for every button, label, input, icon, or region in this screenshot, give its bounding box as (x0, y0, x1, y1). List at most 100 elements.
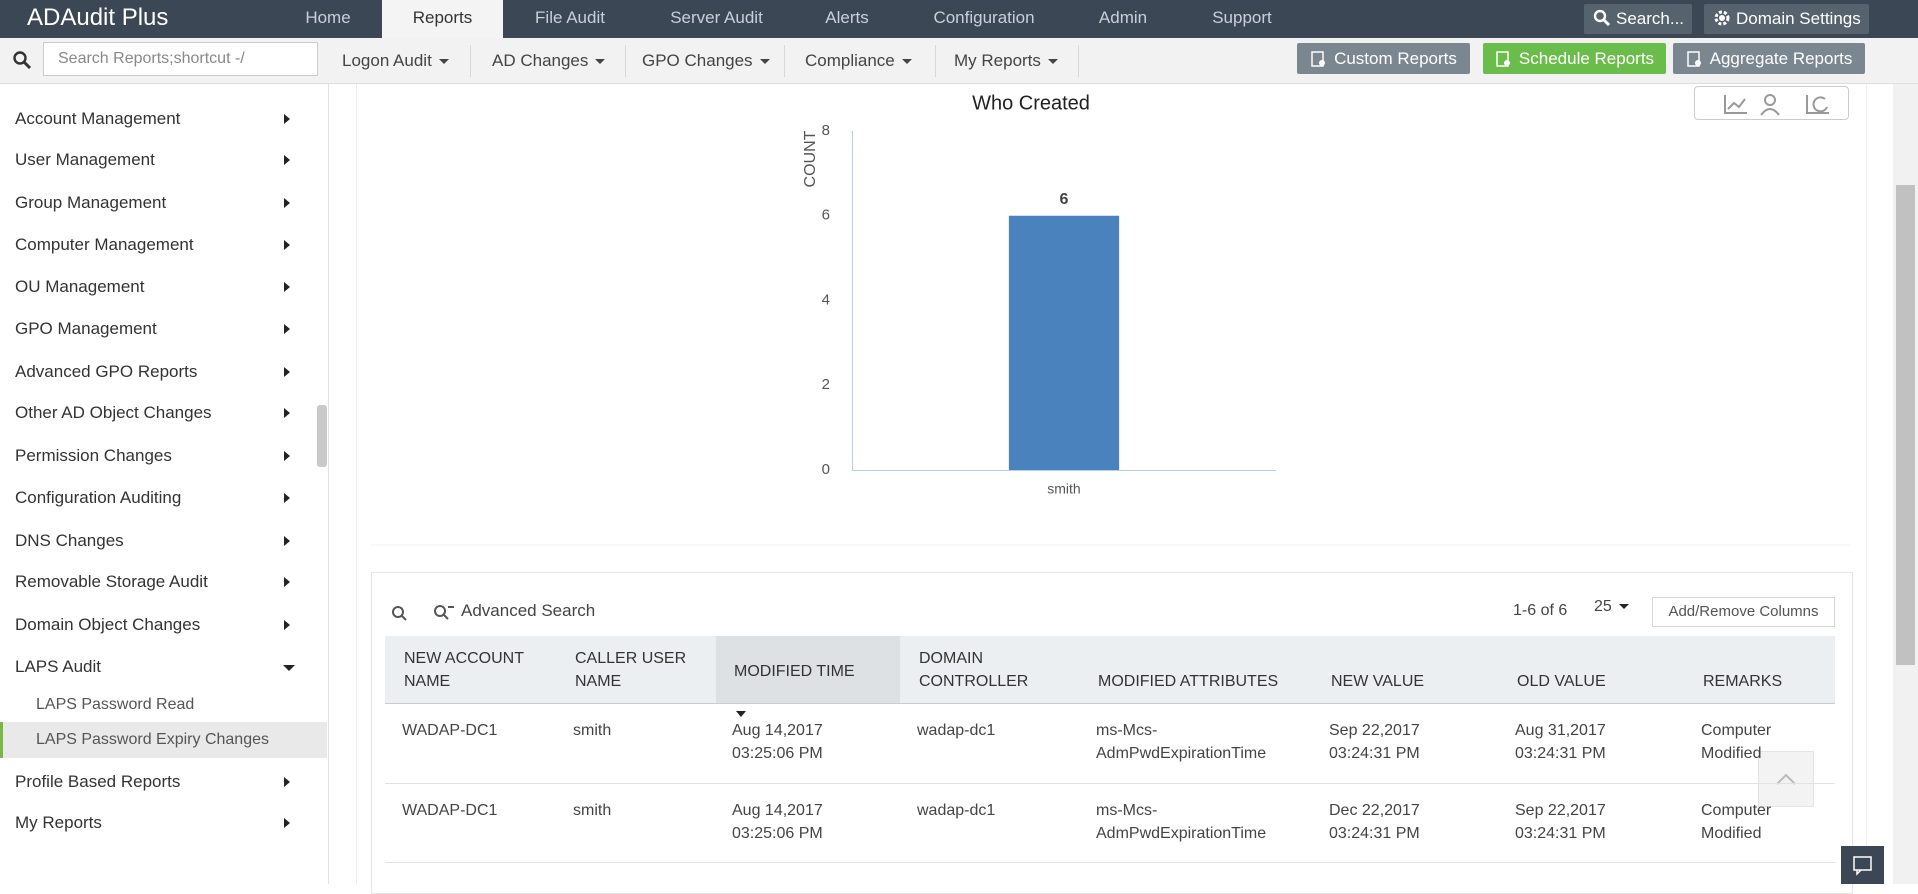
chart-tool-icons (1724, 94, 1829, 116)
scroll-thumb[interactable] (1896, 185, 1915, 665)
toolbar-button[interactable]: Custom Reports (1297, 43, 1470, 74)
search-button[interactable]: Search... (1584, 4, 1692, 34)
sidebar-subitem[interactable]: LAPS Password Read (36, 696, 195, 713)
y-tick-label: 2 (822, 376, 830, 393)
sidebar-label: My Reports (15, 813, 102, 832)
column-header[interactable]: NEW ACCOUNT NAME (404, 650, 524, 690)
column-header[interactable]: MODIFIED ATTRIBUTES (1098, 673, 1279, 690)
button-label: Custom Reports (1334, 49, 1457, 68)
button-icon (1496, 51, 1510, 67)
expand-arrow (284, 198, 290, 208)
sidebar-label: LAPS Audit (15, 657, 102, 676)
page-size[interactable]: 25 (1594, 598, 1629, 616)
menu[interactable]: AD Changes (492, 47, 606, 75)
sidebar-subitem[interactable]: LAPS Password Expiry Changes (0, 722, 327, 758)
sort-arrow (736, 711, 746, 717)
menu[interactable]: My Reports (954, 47, 1058, 75)
expand-arrow (284, 282, 290, 292)
column-header[interactable]: NEW VALUE (1331, 673, 1425, 690)
sidebar-label: Permission Changes (15, 446, 172, 465)
column-header[interactable]: DOMAIN CONTROLLER (919, 650, 1029, 690)
sidebar-item[interactable]: Computer Management (15, 225, 315, 265)
chat-icon (1853, 856, 1872, 876)
sidebar-label: Profile Based Reports (15, 772, 181, 791)
nav-tab[interactable]: Admin (1098, 8, 1148, 27)
nav-tab[interactable]: Configuration (933, 8, 1035, 27)
sidebar-item[interactable]: Configuration Auditing (15, 478, 315, 518)
table-cell: Computer Modified (1701, 802, 1772, 842)
sidebar-handle[interactable] (317, 405, 327, 467)
table-cell: wadap-dc1 (917, 802, 996, 819)
sidebar-label: Advanced GPO Reports (15, 362, 198, 381)
scroll-top-button[interactable] (1758, 751, 1814, 807)
y-tick-label: 6 (822, 207, 830, 224)
expand-arrow (284, 818, 290, 828)
column-header[interactable]: REMARKS (1703, 673, 1783, 690)
y-axis-label: COUNT (802, 130, 819, 187)
expand-arrow (284, 155, 290, 165)
expand-arrow (284, 777, 290, 787)
toolbar-button[interactable]: Aggregate Reports (1673, 43, 1865, 74)
chat-button[interactable] (1841, 846, 1884, 884)
nav-tab[interactable]: Home (305, 8, 351, 27)
sidebar-label: Removable Storage Audit (15, 572, 208, 591)
nav-tab[interactable]: Alerts (825, 8, 869, 27)
domain-settings[interactable]: Domain Settings (1704, 4, 1869, 34)
data-label: 6 (1060, 191, 1069, 208)
sidebar-item[interactable]: LAPS Audit (15, 647, 315, 687)
sidebar-item[interactable]: User Management (15, 140, 315, 180)
sidebar-item[interactable]: GPO Management (15, 309, 315, 349)
menu-label: My Reports (954, 51, 1041, 70)
sidebar-item[interactable]: My Reports (15, 803, 315, 843)
nav-tab[interactable]: File Audit (535, 8, 605, 27)
expand-arrow (284, 493, 290, 503)
column-header[interactable]: OLD VALUE (1517, 673, 1606, 690)
gear-icon (1714, 10, 1730, 26)
columns-button[interactable]: Add/Remove Columns (1652, 597, 1835, 627)
menu-separator (784, 45, 785, 77)
nav-tab[interactable]: Server Audit (670, 8, 763, 27)
nav-tab[interactable]: Support (1212, 8, 1272, 27)
up-arrow (1776, 773, 1796, 785)
button-label: Aggregate Reports (1709, 49, 1853, 68)
sidebar-item[interactable]: Permission Changes (15, 436, 315, 476)
sidebar-item[interactable]: Account Management (15, 99, 315, 139)
sidebar-label: Other AD Object Changes (15, 403, 212, 422)
expand-arrow (284, 114, 290, 124)
chart-title: Who Created (972, 92, 1090, 114)
sidebar-item[interactable]: Profile Based Reports (15, 762, 315, 802)
search-input[interactable]: Search Reports;shortcut -/ (43, 42, 318, 76)
nav-tab[interactable]: Reports (382, 0, 503, 38)
column-header[interactable]: CALLER USER NAME (575, 650, 687, 690)
sidebar-item[interactable]: Group Management (15, 183, 315, 223)
logo: ADAudit Plus (27, 4, 169, 31)
sidebar-item[interactable]: Advanced GPO Reports (15, 352, 315, 392)
sidebar-item[interactable]: DNS Changes (15, 521, 315, 561)
chart: Who Created COUNT 0 2 4 6 8 smith 6 (371, 92, 1851, 546)
button-label: Schedule Reports (1518, 49, 1655, 68)
table-cell: Aug 14,2017 03:25:06 PM (732, 802, 823, 842)
sidebar-item[interactable]: Domain Object Changes (15, 605, 315, 645)
menu[interactable]: Compliance (805, 47, 912, 75)
bar (1008, 215, 1120, 470)
row-separator (385, 783, 1835, 784)
table-cell: smith (573, 802, 612, 819)
column-header[interactable]: MODIFIED TIME (734, 660, 884, 717)
menu[interactable]: GPO Changes (642, 47, 770, 75)
advanced-search[interactable]: Advanced Search (461, 601, 596, 620)
page-size-value: 25 (1594, 598, 1612, 615)
sidebar-item[interactable]: Other AD Object Changes (15, 393, 315, 433)
sidebar-item[interactable]: OU Management (15, 267, 315, 307)
toolbar-button[interactable]: Schedule Reports (1483, 43, 1666, 74)
sidebar-label: User Management (15, 150, 155, 169)
sidebar-label: Configuration Auditing (15, 488, 182, 507)
quick-search-icon[interactable] (390, 604, 410, 622)
table-cell: WADAP-DC1 (402, 802, 498, 819)
y-tick-label: 8 (822, 122, 830, 139)
menu[interactable]: Logon Audit (342, 47, 449, 75)
button-icon (1686, 51, 1701, 67)
row-separator (385, 862, 1835, 863)
x-tick-label: smith (1047, 481, 1080, 497)
sidebar-item[interactable]: Removable Storage Audit (15, 562, 315, 602)
pagination: 1-6 of 6 (1513, 602, 1568, 619)
